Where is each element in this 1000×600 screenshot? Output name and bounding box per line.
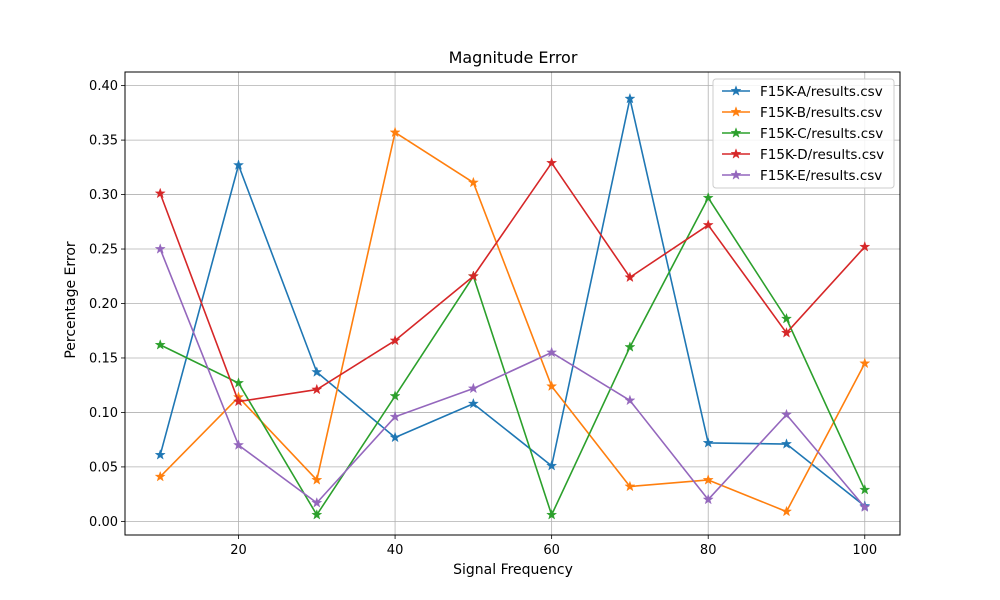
y-tick-label: 0.10 — [89, 406, 118, 421]
y-tick-label: 0.25 — [89, 243, 118, 258]
legend-item: F15K-A/results.csv — [722, 84, 883, 100]
legend-item: F15K-C/results.csv — [722, 126, 883, 142]
data-point — [154, 470, 166, 482]
data-point — [859, 501, 871, 512]
data-point — [546, 509, 558, 520]
x-tick-label: 60 — [543, 543, 560, 558]
y-tick-label: 0.30 — [89, 188, 118, 203]
data-point — [154, 187, 166, 199]
data-point — [389, 126, 401, 138]
data-point — [467, 176, 479, 188]
data-point — [624, 92, 636, 104]
series-layer — [154, 92, 871, 520]
data-point — [624, 341, 636, 352]
data-point — [624, 394, 636, 406]
legend-label: F15K-C/results.csv — [760, 126, 883, 142]
data-point — [859, 357, 871, 369]
data-point — [389, 431, 401, 443]
legend-label: F15K-E/results.csv — [760, 168, 882, 184]
data-point — [389, 390, 401, 401]
data-point — [546, 380, 558, 391]
data-point — [702, 437, 714, 448]
data-point — [232, 439, 245, 450]
data-point — [859, 483, 871, 495]
data-point — [154, 339, 166, 350]
data-point — [624, 271, 636, 283]
legend-item: F15K-E/results.csv — [722, 168, 882, 184]
data-point — [546, 460, 558, 471]
data-point — [311, 497, 323, 508]
data-point — [154, 243, 166, 254]
y-tick-label: 0.20 — [89, 297, 118, 312]
data-point — [311, 509, 323, 520]
y-tick-label: 0.15 — [89, 351, 118, 366]
legend-marker — [730, 127, 742, 138]
data-point — [311, 383, 323, 395]
data-point — [154, 449, 166, 460]
data-point — [780, 312, 793, 324]
data-point — [624, 480, 636, 492]
data-point — [702, 192, 714, 203]
data-point — [780, 505, 793, 517]
data-point — [702, 474, 714, 485]
x-tick-label: 40 — [387, 543, 404, 558]
data-point — [780, 327, 793, 338]
y-axis-label: Percentage Error — [63, 241, 79, 359]
legend-item: F15K-D/results.csv — [722, 147, 884, 163]
legend: F15K-A/results.csv F15K-B/results.csv F15K… — [712, 78, 895, 189]
data-point — [389, 410, 401, 422]
data-point — [467, 270, 479, 281]
series-line — [159, 162, 866, 403]
series-4 — [154, 157, 871, 407]
legend-label: F15K-B/results.csv — [760, 105, 883, 121]
data-point — [232, 377, 245, 388]
legend-label: F15K-D/results.csv — [760, 147, 884, 163]
y-tick-label: 0.00 — [89, 515, 118, 530]
series-1 — [154, 92, 871, 511]
data-point — [311, 366, 323, 377]
data-point — [467, 382, 479, 394]
series-line — [159, 97, 866, 507]
data-point — [546, 157, 558, 168]
series-line — [159, 131, 866, 513]
data-point — [780, 408, 793, 420]
x-tick-label: 80 — [700, 543, 717, 558]
chart-title: Magnitude Error — [449, 48, 578, 67]
data-point — [467, 397, 479, 409]
data-point — [859, 241, 871, 252]
legend-marker — [730, 148, 742, 159]
legend-marker — [730, 85, 742, 96]
y-tick-label: 0.05 — [89, 460, 118, 475]
y-tick-label: 0.40 — [89, 79, 118, 94]
x-axis-label: Signal Frequency — [453, 562, 573, 578]
data-point — [232, 159, 245, 170]
data-point — [311, 474, 323, 485]
series-line — [159, 248, 866, 508]
x-tick-label: 20 — [230, 543, 247, 558]
legend-item: F15K-B/results.csv — [722, 105, 883, 121]
data-point — [702, 493, 714, 505]
data-point — [702, 219, 714, 230]
series-3 — [154, 192, 871, 520]
data-point — [389, 334, 401, 346]
x-tick-label: 100 — [852, 543, 877, 558]
legend-marker — [730, 169, 742, 180]
legend-label: F15K-A/results.csv — [760, 84, 883, 100]
y-tick-label: 0.35 — [89, 134, 118, 149]
data-point — [546, 346, 558, 358]
series-2 — [154, 126, 871, 517]
series-line — [159, 197, 866, 516]
data-point — [780, 438, 793, 449]
legend-box — [712, 78, 895, 189]
axis-ticks: 20 40 60 80 100 0.00 0.05 0.10 0.15 0.20 0.25 0.30 0… — [89, 79, 877, 558]
series-5 — [154, 243, 871, 512]
legend-marker — [730, 106, 742, 117]
data-point — [232, 395, 245, 407]
